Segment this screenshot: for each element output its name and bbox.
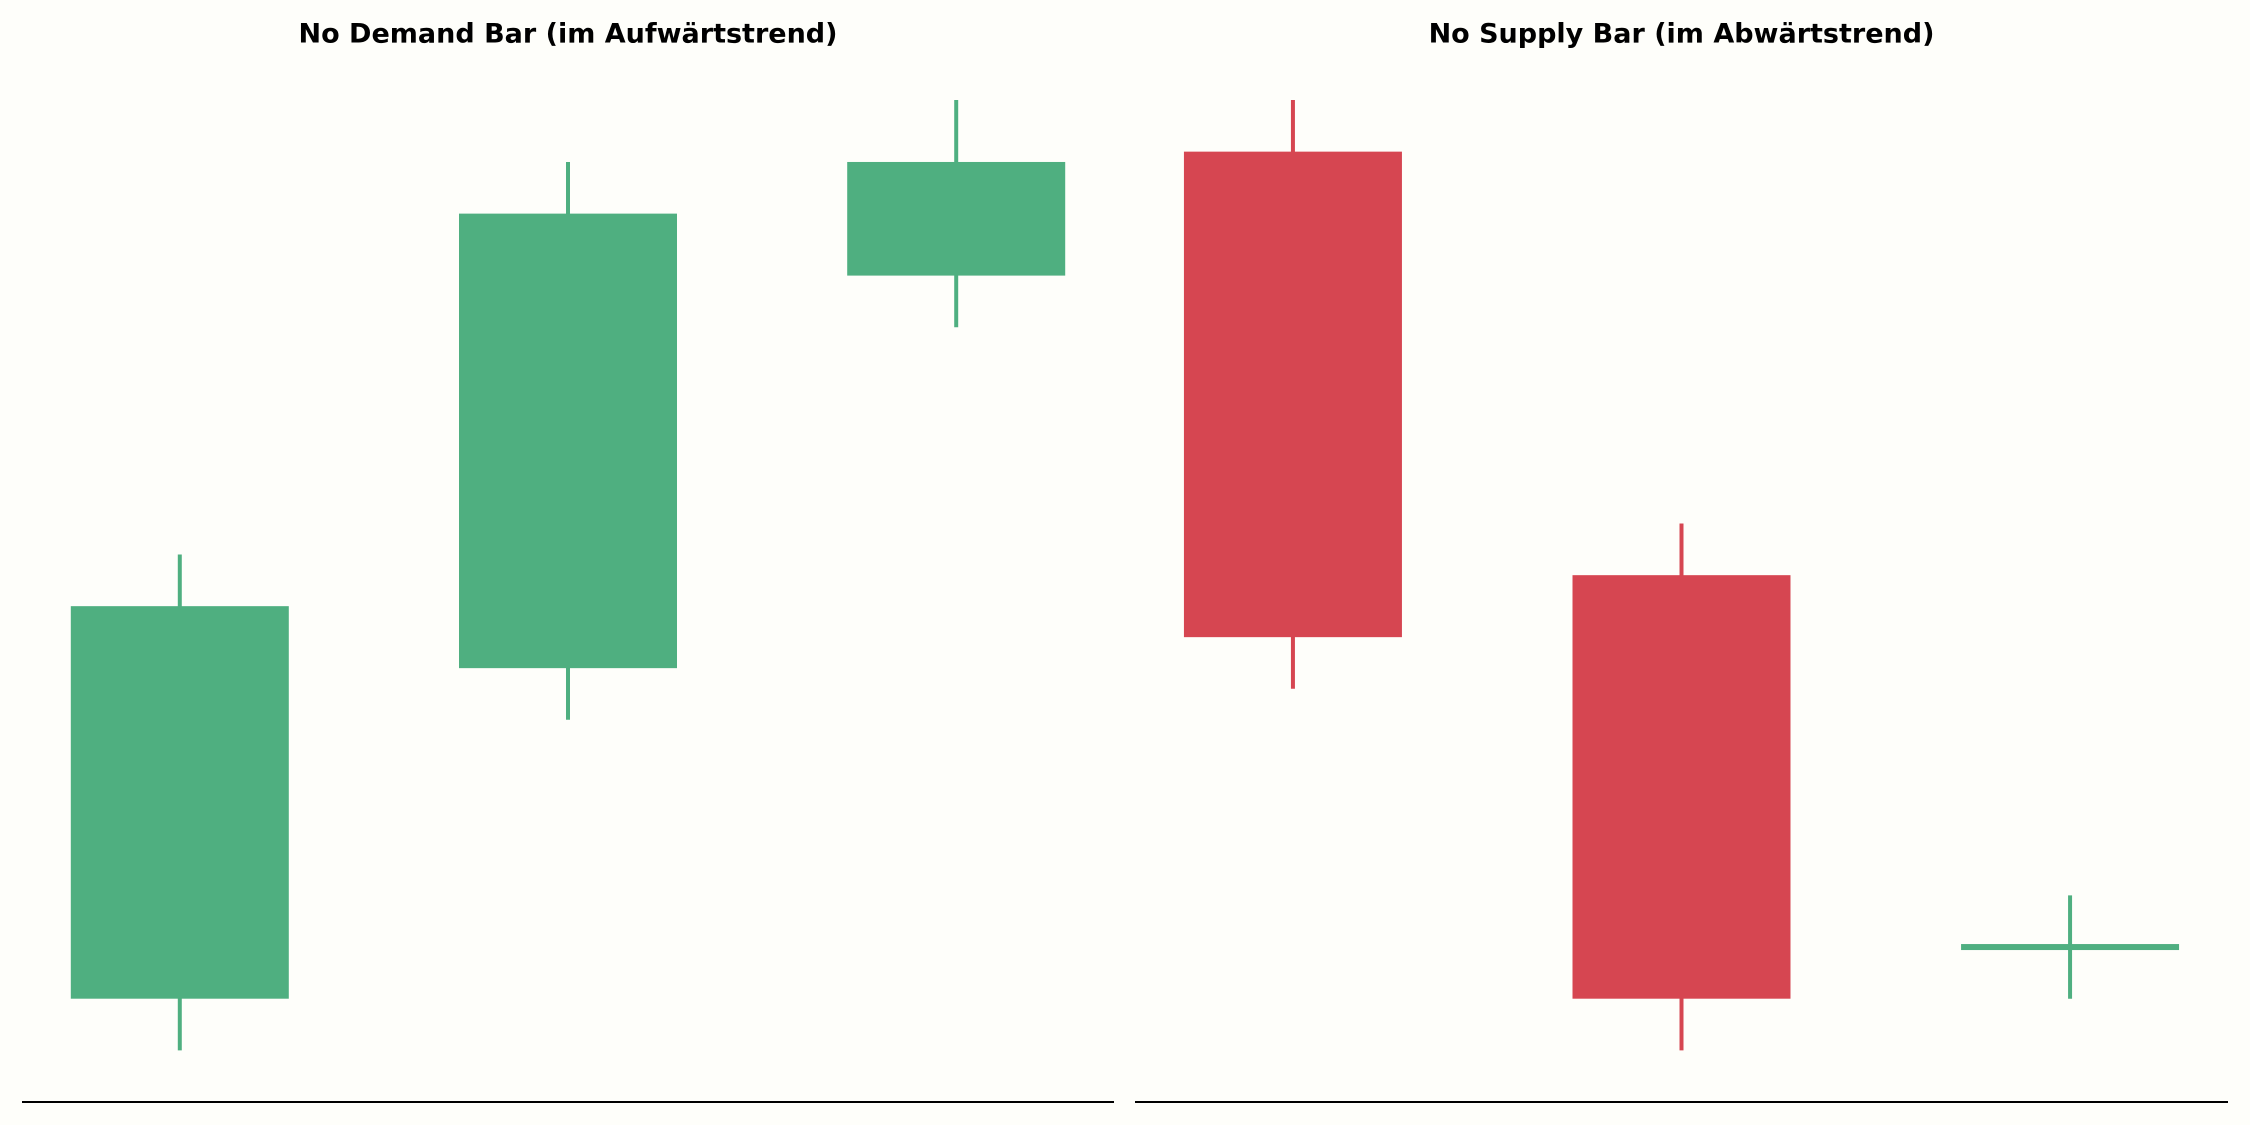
candle-body [847,161,1066,276]
chart-title: No Supply Bar (im Abwärtstrend) [1429,19,1935,50]
candle-body [70,606,289,999]
candle-body [1183,151,1402,638]
candle-body [459,213,677,669]
chart-title: No Demand Bar (im Aufwärtstrend) [299,19,838,50]
candle-body [1572,575,1791,999]
candle-body [1961,944,2180,951]
